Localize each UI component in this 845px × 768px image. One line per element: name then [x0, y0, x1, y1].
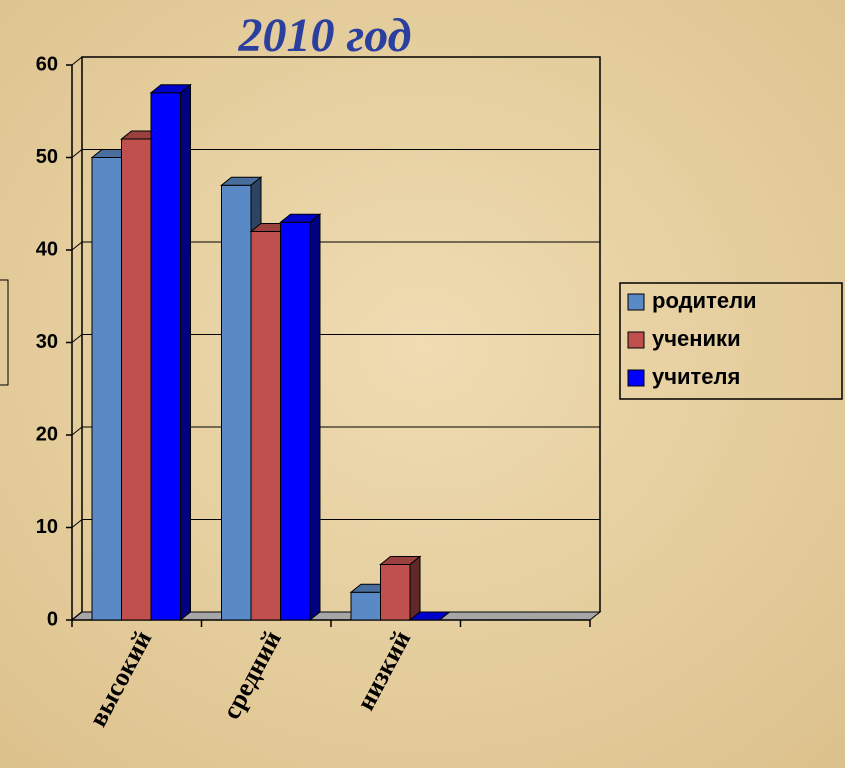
y-tick-label: 30 [36, 331, 58, 353]
y-tick-label: 0 [47, 608, 58, 630]
bar [149, 83, 192, 622]
bar-side [309, 213, 321, 622]
grid-line [71, 334, 83, 343]
bar-front [221, 184, 252, 621]
bar-front [250, 231, 281, 621]
bar [379, 555, 422, 622]
bar [279, 213, 322, 622]
legend-label: учителя [652, 364, 740, 389]
bar-front [380, 564, 411, 621]
bar-front [121, 138, 152, 621]
grid-line [71, 149, 83, 158]
y-tick-label: 60 [36, 53, 58, 75]
y-tick-label: 10 [36, 516, 58, 538]
grid-line [71, 519, 83, 528]
legend-swatch [627, 331, 645, 349]
legend-label: родители [652, 288, 757, 313]
grid-line [71, 426, 83, 436]
legend-box [619, 282, 843, 400]
chart-title: 2010 год [238, 9, 412, 62]
bar-front [280, 221, 311, 621]
grid-line [71, 241, 83, 251]
bar-side [409, 555, 421, 622]
bar-front [150, 92, 181, 621]
bar-front [350, 591, 381, 621]
bar-side [180, 83, 191, 622]
y-tick-label: 50 [36, 146, 58, 168]
legend-swatch [627, 293, 645, 311]
bar-front [91, 157, 122, 621]
grid-line [71, 56, 83, 66]
legend-swatch [627, 369, 645, 387]
axis-title-frame [0, 279, 9, 386]
y-tick-label: 20 [36, 423, 58, 445]
bar [408, 611, 451, 621]
bar-side [439, 611, 450, 621]
y-tick-label: 40 [36, 238, 58, 260]
legend-label: ученики [652, 326, 741, 351]
